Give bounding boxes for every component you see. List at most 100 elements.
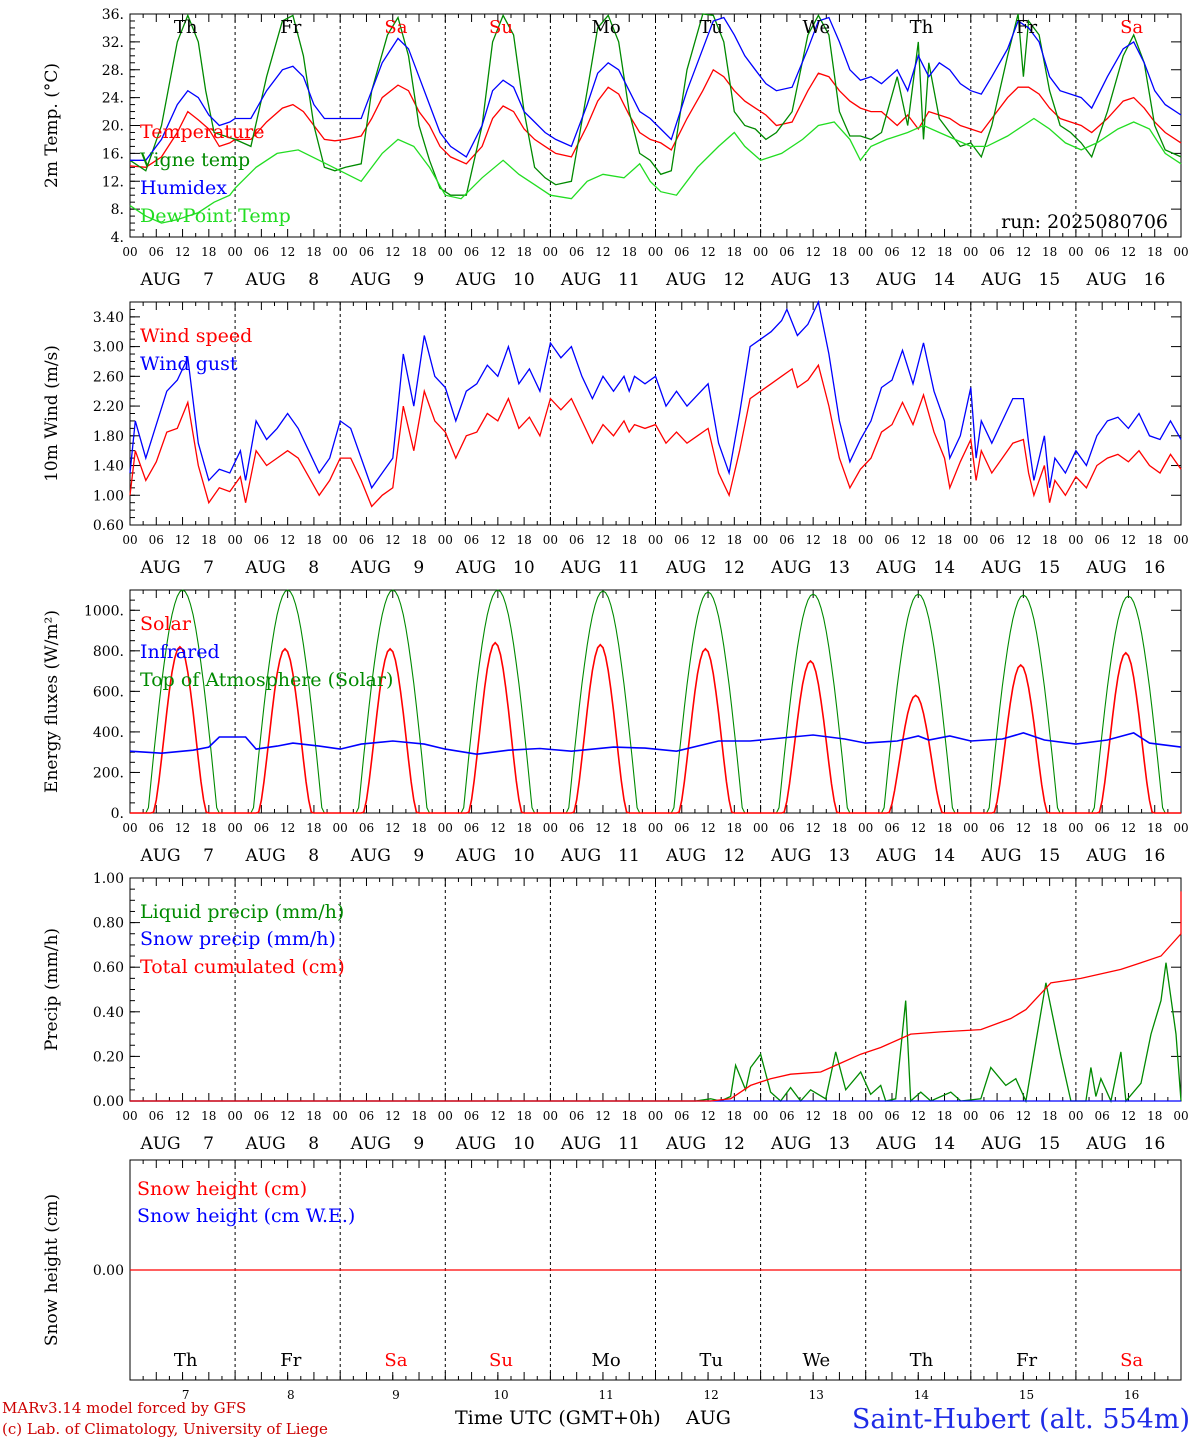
hour-tick-label: 18: [411, 821, 426, 835]
hour-tick-label: 06: [464, 821, 479, 835]
hour-tick-label: 12: [595, 821, 610, 835]
weekday-label: Fr: [280, 1350, 301, 1371]
date-label: 10: [493, 1388, 508, 1402]
hour-tick-label: 12: [490, 533, 505, 547]
date-label: 12: [723, 558, 745, 578]
hour-tick-label: 18: [832, 245, 847, 259]
hour-tick-label: 06: [989, 533, 1004, 547]
month-label: AUG: [980, 846, 1021, 866]
hour-tick-label: 18: [727, 1109, 742, 1123]
panel-1: 00 06 12 18 00 06 12 18 00 06 12 18 00 06 12 18 00 06 12 18…: [42, 7, 1189, 290]
hour-tick-label: 18: [306, 1109, 321, 1123]
weekday-label: Th: [174, 17, 198, 38]
month-label: AUG: [455, 558, 496, 578]
hour-tick-label: 12: [700, 533, 715, 547]
hour-tick-label: 06: [359, 821, 374, 835]
legend-entry: Snow precip (mm/h): [140, 928, 336, 950]
hour-tick-label: 18: [201, 1109, 216, 1123]
hour-tick-label: 06: [464, 1109, 479, 1123]
y-tick-label: 0.00: [93, 1094, 124, 1110]
date-label: 10: [513, 270, 535, 290]
date-label: 9: [413, 270, 424, 290]
hour-tick-label: 06: [1095, 533, 1110, 547]
hour-tick-label: 18: [937, 533, 952, 547]
hour-tick-label: 00: [333, 245, 348, 259]
hour-tick-label: 00: [858, 533, 873, 547]
hour-tick-label: 12: [1121, 245, 1136, 259]
date-label: 12: [723, 846, 745, 866]
hour-tick-label: 18: [727, 533, 742, 547]
month-label: AUG: [560, 1134, 601, 1154]
hour-tick-label: 00: [333, 1109, 348, 1123]
date-label: 7: [203, 270, 214, 290]
hour-tick-label: 18: [201, 245, 216, 259]
hour-tick-label: 12: [175, 533, 190, 547]
month-label: AUG: [1085, 270, 1126, 290]
weekday-label: Sa: [384, 1350, 407, 1371]
month-label: AUG: [455, 270, 496, 290]
month-label: AUG: [245, 270, 286, 290]
date-label: 12: [723, 270, 745, 290]
hour-tick-label: 00: [753, 1109, 768, 1123]
date-label: 7: [182, 1388, 190, 1402]
hour-tick-label: 06: [569, 533, 584, 547]
hour-tick-label: 18: [1147, 821, 1162, 835]
hour-tick-label: 06: [674, 245, 689, 259]
series-line-wind-speed: [129, 363, 1182, 508]
y-tick-label: 8.: [111, 202, 124, 218]
month-label: AUG: [665, 1134, 706, 1154]
date-label: 9: [413, 846, 424, 866]
hour-tick-label: 12: [175, 1109, 190, 1123]
date-label: 8: [308, 1134, 319, 1154]
y-tick-label: 1000.: [84, 603, 124, 619]
hour-tick-label: 06: [884, 821, 899, 835]
date-label: 16: [1144, 558, 1166, 578]
series-line-liquid-precip-mm-h: [130, 962, 1182, 1104]
weekday-label: Sa: [1120, 1350, 1143, 1371]
panel-frame: [129, 589, 1182, 814]
hour-tick-label: 18: [1042, 533, 1057, 547]
hour-tick-label: 06: [149, 821, 164, 835]
hour-tick-label: 12: [1121, 821, 1136, 835]
y-tick-label: 36.: [102, 7, 124, 23]
month-label: AUG: [560, 846, 601, 866]
month-label: AUG: [139, 270, 180, 290]
y-tick-label: 1.80: [93, 429, 124, 445]
month-label: AUG: [770, 1134, 811, 1154]
y-tick-label: 1.40: [93, 459, 124, 475]
weekday-label: Mo: [591, 17, 620, 38]
hour-tick-label: 12: [280, 533, 295, 547]
y-axis-label: Precip (mm/h): [42, 928, 62, 1051]
hour-tick-label: 12: [911, 1109, 926, 1123]
series-line-dewpoint-temp: [129, 117, 1182, 224]
date-label: 9: [413, 1134, 424, 1154]
month-label: AUG: [770, 270, 811, 290]
hour-tick-label: 06: [779, 1109, 794, 1123]
hour-tick-label: 06: [359, 533, 374, 547]
series-line-vigne-temp: [129, 13, 1182, 196]
hour-tick-label: 00: [753, 821, 768, 835]
hour-tick-label: 06: [464, 533, 479, 547]
hour-tick-label: 18: [306, 245, 321, 259]
hour-tick-label: 18: [1042, 1109, 1057, 1123]
hour-tick-label: 18: [832, 533, 847, 547]
hour-tick-label: 12: [806, 245, 821, 259]
hour-tick-label: 00: [1173, 533, 1188, 547]
date-label: 15: [1039, 270, 1061, 290]
hour-tick-label: 00: [122, 245, 137, 259]
hour-tick-label: 18: [727, 245, 742, 259]
hour-tick-label: 12: [1016, 1109, 1031, 1123]
month-label: AUG: [139, 1134, 180, 1154]
hour-tick-label: 06: [884, 1109, 899, 1123]
hour-tick-label: 12: [1016, 533, 1031, 547]
month-label: AUG: [350, 558, 391, 578]
hour-tick-label: 06: [254, 821, 269, 835]
hour-tick-label: 06: [989, 245, 1004, 259]
legend-entry: Infrared: [140, 641, 220, 663]
legend-entry: DewPoint Temp: [140, 205, 291, 227]
hour-tick-label: 06: [464, 245, 479, 259]
date-label: 11: [618, 270, 640, 290]
date-label: 15: [1039, 558, 1061, 578]
credit-line: (c) Lab. of Climatology, University of L…: [2, 1420, 328, 1438]
